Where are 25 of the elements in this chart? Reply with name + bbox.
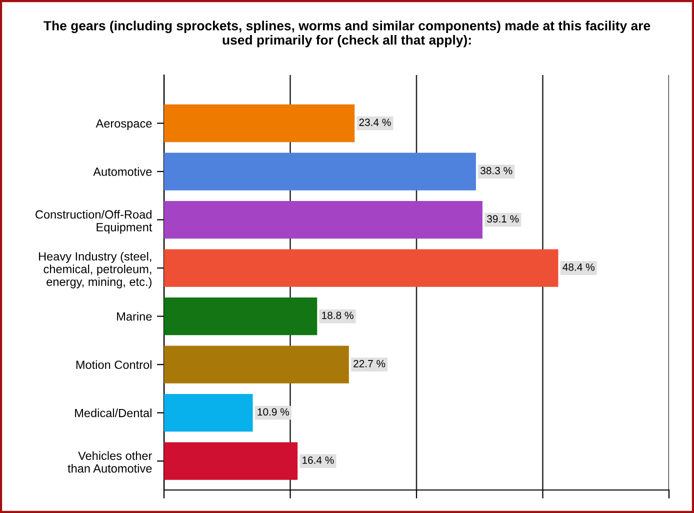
data-label: 48.4 % (562, 263, 594, 271)
y-tick-label: Marine (117, 312, 152, 321)
data-label: 18.8 % (322, 312, 354, 320)
y-tick-label: Construction/Off-Road Equipment (36, 210, 152, 234)
bar (164, 394, 253, 432)
bar (164, 249, 558, 287)
y-tick-label: Vehicles other than Automotive (68, 451, 152, 473)
data-label: 38.3 % (480, 166, 512, 174)
bar (164, 297, 318, 336)
y-tick-label: Automotive (93, 167, 152, 176)
y-tick-label: Aerospace (96, 119, 152, 130)
data-label: 10.9 % (258, 408, 290, 416)
y-tick-label: Heavy Industry (steel, chemical, petroleum, energy, mining, etc.) (39, 252, 152, 288)
y-tick-label: Medical/Dental (75, 408, 152, 418)
bar (164, 442, 298, 480)
data-label: 23.4 % (359, 118, 391, 126)
chart-title: The gears (including sprockets, splines, worms and similar components) made at this facility are used primarily for (check all that apply): (44, 20, 650, 48)
bar (164, 200, 482, 239)
y-tick-label: Motion Control (76, 360, 152, 369)
data-label: 39.1 % (487, 215, 519, 223)
bar (164, 346, 349, 384)
data-label: 22.7 % (354, 360, 386, 368)
bar (164, 152, 476, 190)
data-label: 16.4 % (302, 456, 334, 464)
bar (164, 104, 355, 142)
